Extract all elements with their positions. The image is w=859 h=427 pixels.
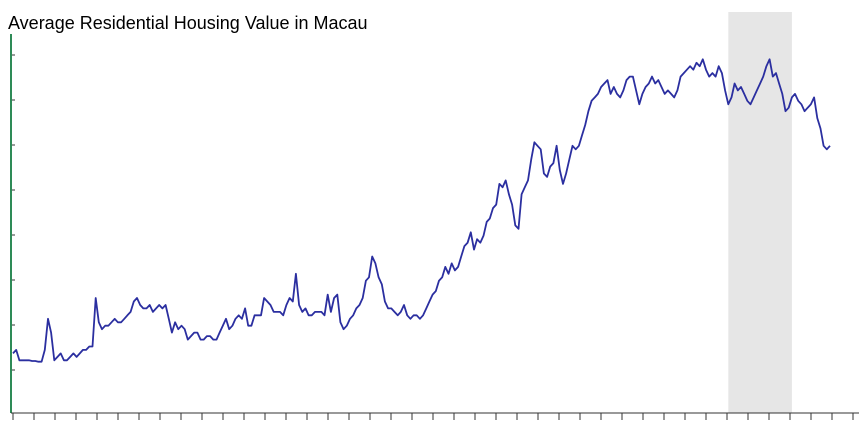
title-background [6, 10, 492, 34]
shaded-period [728, 12, 792, 413]
chart-title: Average Residential Housing Value in Mac… [8, 13, 368, 33]
x-axis-ticks [12, 413, 854, 420]
series-line [12, 58, 831, 363]
